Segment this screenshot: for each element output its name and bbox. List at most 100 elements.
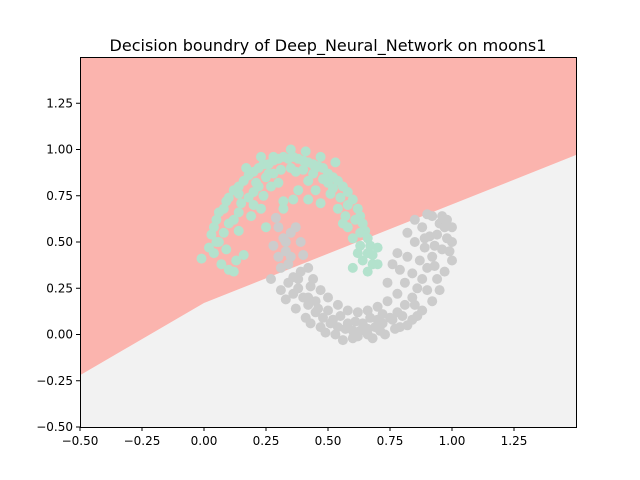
data-point [399, 299, 410, 310]
data-point [335, 311, 346, 321]
data-point [315, 151, 326, 162]
data-point [382, 296, 393, 307]
data-point [310, 163, 321, 173]
data-point [273, 222, 284, 233]
data-point [447, 237, 457, 247]
data-point [305, 281, 316, 292]
data-point [419, 242, 430, 253]
data-point [362, 248, 373, 259]
data-point [263, 168, 274, 179]
data-point [340, 211, 351, 222]
data-point [246, 211, 257, 222]
data-point [216, 259, 227, 270]
data-point [429, 261, 440, 271]
data-point [300, 146, 311, 157]
y-tick-label: 0.75 [46, 189, 73, 203]
data-point [323, 177, 333, 188]
data-point [295, 237, 306, 247]
data-point [211, 237, 222, 247]
data-point [280, 237, 291, 247]
data-point [283, 277, 294, 288]
data-point [310, 185, 321, 196]
data-point [273, 251, 284, 262]
data-point [208, 248, 219, 259]
data-point [437, 244, 448, 255]
region-class-0 [80, 57, 576, 376]
data-point [303, 175, 314, 186]
data-point [402, 251, 413, 262]
data-point [293, 185, 304, 196]
data-point [342, 200, 353, 210]
data-point [310, 296, 321, 307]
data-point [375, 325, 386, 336]
data-point [268, 151, 279, 162]
data-point [362, 329, 373, 340]
data-point [332, 203, 343, 214]
data-point [295, 266, 306, 277]
data-point [402, 320, 413, 331]
plot-area [80, 57, 576, 428]
x-tick-label: 0.25 [253, 434, 280, 448]
data-point [248, 200, 259, 210]
data-point [447, 255, 457, 266]
data-point [233, 225, 244, 236]
data-point [414, 255, 425, 266]
data-point [298, 250, 309, 260]
data-point [347, 233, 358, 244]
data-point [300, 312, 311, 323]
data-point [342, 305, 353, 316]
data-point [427, 296, 438, 307]
data-point [417, 274, 428, 284]
data-point [273, 177, 284, 188]
data-point [422, 285, 433, 296]
data-point [390, 323, 400, 334]
data-point [285, 227, 296, 238]
data-point [270, 212, 281, 223]
data-point [402, 227, 413, 238]
data-point [280, 294, 291, 305]
data-point [315, 285, 326, 296]
data-point [409, 299, 420, 310]
y-axis: −0.50 −0.25 0.00 0.25 0.50 0.75 1.00 1.25 [36, 96, 80, 434]
data-point [377, 309, 388, 320]
series-0 [196, 144, 383, 277]
data-point [399, 277, 410, 288]
y-tick-label: 0.00 [46, 328, 73, 342]
data-point [347, 262, 358, 273]
data-point [409, 237, 420, 247]
data-point [347, 333, 358, 344]
data-point [434, 285, 445, 296]
series-1 [266, 209, 457, 346]
data-point [288, 194, 299, 205]
data-point [278, 203, 289, 214]
data-point [342, 318, 353, 329]
data-point [266, 274, 276, 284]
data-point [397, 311, 408, 321]
data-point [261, 222, 271, 233]
data-point [447, 222, 457, 233]
data-point [328, 314, 338, 325]
data-point [357, 255, 368, 266]
x-tick-label: 0.50 [315, 434, 342, 448]
y-tick-label: −0.50 [36, 420, 73, 434]
data-point [419, 233, 430, 244]
data-point [303, 194, 314, 205]
data-point [233, 207, 244, 218]
data-point [392, 248, 403, 259]
data-point [412, 311, 423, 321]
x-tick-label: 1.25 [501, 434, 528, 448]
data-point [258, 190, 269, 201]
data-point [238, 250, 249, 260]
data-point [223, 192, 234, 203]
x-tick-label: 0.00 [191, 434, 218, 448]
data-point [266, 181, 276, 192]
plot-frame [80, 57, 577, 428]
data-point [350, 214, 361, 225]
data-point [392, 288, 403, 299]
data-point [290, 166, 301, 177]
data-point [323, 305, 333, 316]
data-point [355, 227, 366, 238]
data-point [432, 274, 443, 284]
data-point [285, 251, 296, 262]
